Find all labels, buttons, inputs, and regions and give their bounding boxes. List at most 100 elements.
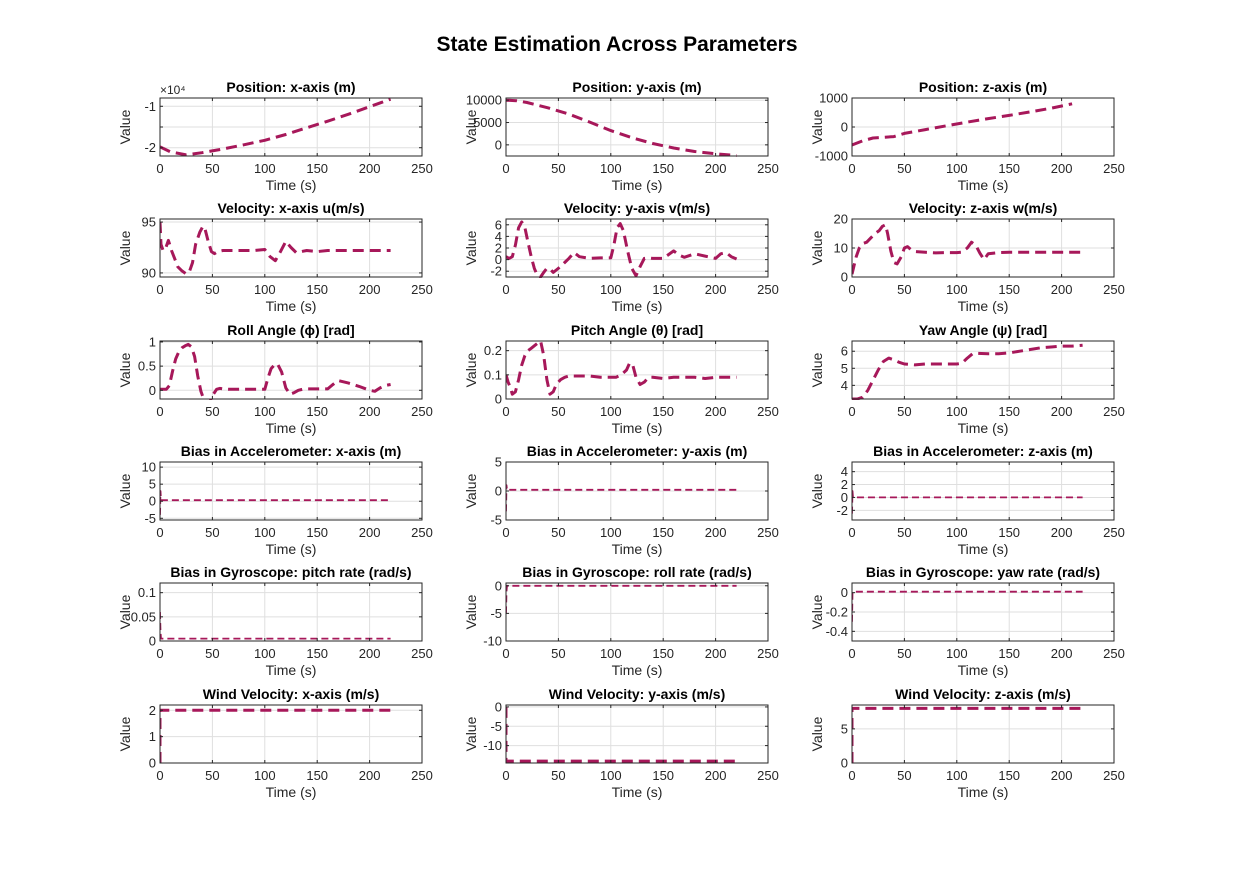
x-axis-label: Time (s) <box>612 420 663 436</box>
subplot-18: 0 50 100 150 200 250 0 5 Wind Velocity: z-axis (… <box>809 686 1125 800</box>
x-axis-label: Time (s) <box>612 784 663 800</box>
x-tick-label: 100 <box>600 161 622 176</box>
y-axis-label: Value <box>117 473 133 508</box>
x-axis-label: Time (s) <box>958 177 1009 193</box>
y-tick-label: 20 <box>834 212 848 227</box>
y-tick-label: 95 <box>142 215 156 230</box>
y-tick-label: -10 <box>483 634 502 649</box>
y-tick-label: 5 <box>841 721 848 736</box>
y-tick-label: 0 <box>495 699 502 714</box>
axes-box <box>159 340 423 400</box>
x-tick-label: 50 <box>205 768 219 783</box>
x-tick-label: 250 <box>757 161 779 176</box>
subplot-title: Yaw Angle (ψ) [rad] <box>919 322 1047 338</box>
y-tick-label: 0 <box>841 756 848 771</box>
x-tick-label: 100 <box>946 161 968 176</box>
y-tick-label: 0.2 <box>484 343 502 358</box>
x-tick-label: 50 <box>205 525 219 540</box>
x-tick-label: 200 <box>705 161 727 176</box>
y-tick-label: 10 <box>142 460 156 475</box>
x-axis-label: Time (s) <box>612 662 663 678</box>
x-tick-label: 0 <box>848 646 855 661</box>
x-tick-label: 150 <box>652 282 674 297</box>
y-axis-label: Value <box>463 594 479 629</box>
x-tick-label: 200 <box>705 525 727 540</box>
x-tick-label: 100 <box>600 282 622 297</box>
subplot-title: Wind Velocity: y-axis (m/s) <box>549 686 725 702</box>
x-tick-label: 0 <box>848 282 855 297</box>
y-tick-label: -5 <box>490 606 502 621</box>
data-series-line <box>506 706 737 763</box>
x-tick-label: 150 <box>998 525 1020 540</box>
x-tick-label: 50 <box>551 161 565 176</box>
x-tick-label: 150 <box>652 404 674 419</box>
y-tick-label: 5 <box>149 477 156 492</box>
axes-box <box>851 340 1115 400</box>
subplot-2: 0 50 100 150 200 250 0 5000 10000 Position: y-axi… <box>463 79 779 193</box>
x-tick-label: 250 <box>411 282 433 297</box>
x-tick-label: 200 <box>359 768 381 783</box>
x-tick-label: 250 <box>757 525 779 540</box>
data-series-line <box>852 706 1083 763</box>
x-tick-label: 50 <box>897 646 911 661</box>
x-tick-label: 100 <box>254 525 276 540</box>
x-axis-label: Time (s) <box>958 420 1009 436</box>
x-tick-label: 200 <box>359 525 381 540</box>
x-tick-label: 100 <box>254 768 276 783</box>
x-tick-label: 50 <box>551 282 565 297</box>
data-series-line <box>506 340 737 396</box>
x-tick-label: 100 <box>600 525 622 540</box>
x-tick-label: 0 <box>502 161 509 176</box>
axes-box <box>505 704 769 764</box>
y-tick-label: 0 <box>841 270 848 285</box>
y-tick-label: 0 <box>149 756 156 771</box>
x-tick-label: 100 <box>254 646 276 661</box>
x-tick-label: 150 <box>998 161 1020 176</box>
x-tick-label: 0 <box>156 161 163 176</box>
x-axis-label: Time (s) <box>958 298 1009 314</box>
y-tick-label: -2 <box>144 140 156 155</box>
y-tick-label: 4 <box>495 229 502 244</box>
x-axis-label: Time (s) <box>612 177 663 193</box>
subplot-4: 0 50 100 150 200 250 90 95 Velocity: x-axis u(m/… <box>117 200 433 314</box>
data-series-line <box>160 342 391 400</box>
x-tick-label: 150 <box>306 161 328 176</box>
x-tick-label: 200 <box>1051 646 1073 661</box>
plot-area <box>852 462 1114 520</box>
data-series-line <box>506 98 737 157</box>
plot-area <box>852 341 1114 399</box>
plot-area <box>160 462 422 520</box>
x-tick-label: 100 <box>946 525 968 540</box>
subplot-title: Pitch Angle (θ) [rad] <box>571 322 703 338</box>
y-axis-label: Value <box>117 716 133 751</box>
x-tick-label: 250 <box>411 161 433 176</box>
x-tick-label: 200 <box>1051 768 1073 783</box>
y-tick-label: 10000 <box>466 93 502 108</box>
x-tick-label: 100 <box>600 768 622 783</box>
y-tick-label: -0.2 <box>826 605 848 620</box>
subplot-15: 0 50 100 150 200 250 -0.4 -0.2 0 Bias in Gyroscop… <box>809 564 1125 678</box>
x-axis-label: Time (s) <box>266 662 317 678</box>
x-tick-label: 100 <box>600 646 622 661</box>
x-tick-label: 100 <box>254 404 276 419</box>
x-tick-label: 150 <box>652 161 674 176</box>
y-tick-label: -2 <box>490 264 502 279</box>
subplot-title: Velocity: x-axis u(m/s) <box>217 200 364 216</box>
x-tick-label: 250 <box>1103 161 1125 176</box>
x-tick-label: 200 <box>359 646 381 661</box>
subplot-title: Wind Velocity: x-axis (m/s) <box>203 686 379 702</box>
x-tick-label: 0 <box>502 768 509 783</box>
x-tick-label: 50 <box>551 404 565 419</box>
subplot-8: 0 50 100 150 200 250 0 0.1 0.2 Pitch Angle (θ) [r… <box>463 322 779 436</box>
x-tick-label: 200 <box>705 404 727 419</box>
x-axis-label: Time (s) <box>958 662 1009 678</box>
x-tick-label: 250 <box>1103 768 1125 783</box>
axes-box <box>159 704 423 764</box>
axes-box <box>159 461 423 521</box>
y-exponent-label: ×10⁴ <box>160 83 186 97</box>
x-tick-label: 0 <box>156 768 163 783</box>
y-tick-label: 4 <box>841 464 848 479</box>
